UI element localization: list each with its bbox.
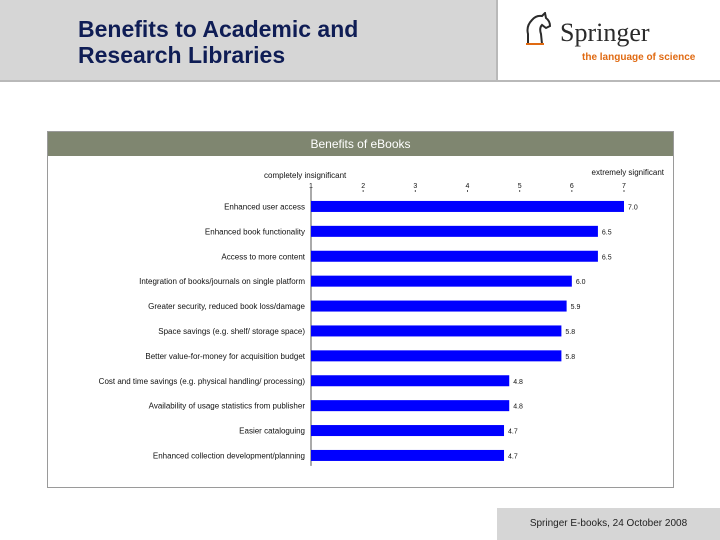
bar-value-label: 4.8 — [513, 379, 523, 386]
bar — [311, 250, 598, 262]
category-label: Access to more content — [221, 252, 305, 261]
bar — [311, 325, 562, 337]
slide-header: Benefits to Academic and Research Librar… — [0, 0, 720, 80]
category-label: Cost and time savings (e.g. physical han… — [99, 377, 306, 386]
category-label: Greater security, reduced book loss/dama… — [148, 302, 305, 311]
bar-chart: completely insignificant extremely signi… — [99, 168, 665, 466]
category-label: Better value-for-money for acquisition b… — [145, 352, 305, 361]
slide-footer: Springer E-books, 24 October 2008 — [497, 508, 720, 540]
category-label: Space savings (e.g. shelf/ storage space… — [158, 327, 305, 336]
bar — [311, 300, 567, 312]
bar — [311, 275, 572, 287]
bar — [311, 400, 510, 412]
header-divider — [0, 80, 720, 82]
bar-value-label: 6.0 — [576, 279, 586, 286]
scale-label-left: completely insignificant — [264, 171, 347, 180]
springer-logo: Springer the language of science — [496, 0, 720, 80]
scale-label-right: extremely significant — [592, 168, 665, 177]
bar — [311, 350, 562, 362]
bar-value-label: 6.5 — [602, 254, 612, 261]
bar-value-label: 4.8 — [513, 404, 523, 411]
x-tick-label: 7 — [622, 183, 626, 190]
bar-value-label: 6.5 — [602, 229, 612, 236]
category-label: Integration of books/journals on single … — [139, 277, 305, 286]
bar — [311, 225, 598, 237]
bar-value-label: 5.9 — [571, 304, 581, 311]
bar-value-label: 4.7 — [508, 453, 518, 460]
x-tick-label: 6 — [570, 183, 574, 190]
x-tick-label: 2 — [361, 183, 365, 190]
bar — [311, 375, 510, 387]
bar-value-label: 5.8 — [565, 329, 575, 336]
chart-frame: Benefits of eBooks completely insignific… — [47, 131, 674, 488]
category-label: Enhanced collection development/planning — [153, 451, 305, 460]
bar-value-label: 5.8 — [565, 354, 575, 361]
category-label: Enhanced user access — [224, 202, 305, 211]
category-label: Enhanced book functionality — [205, 227, 305, 236]
category-label: Availability of usage statistics from pu… — [149, 402, 306, 411]
x-tick-label: 5 — [518, 183, 522, 190]
slide-title: Benefits to Academic and Research Librar… — [78, 16, 359, 68]
x-tick-label: 3 — [413, 183, 417, 190]
bar — [311, 449, 505, 461]
chart-title: Benefits of eBooks — [48, 132, 673, 156]
category-label: Easier cataloguing — [239, 427, 305, 436]
horse-head-icon — [526, 12, 552, 45]
x-tick-label: 1 — [309, 183, 313, 190]
bar-value-label: 4.7 — [508, 429, 518, 436]
x-tick-label: 4 — [466, 183, 470, 190]
brand-tagline: the language of science — [582, 52, 696, 63]
brand-name: Springer — [560, 18, 650, 47]
bar — [311, 425, 505, 437]
bar-value-label: 7.0 — [628, 204, 638, 211]
bar — [311, 200, 624, 212]
